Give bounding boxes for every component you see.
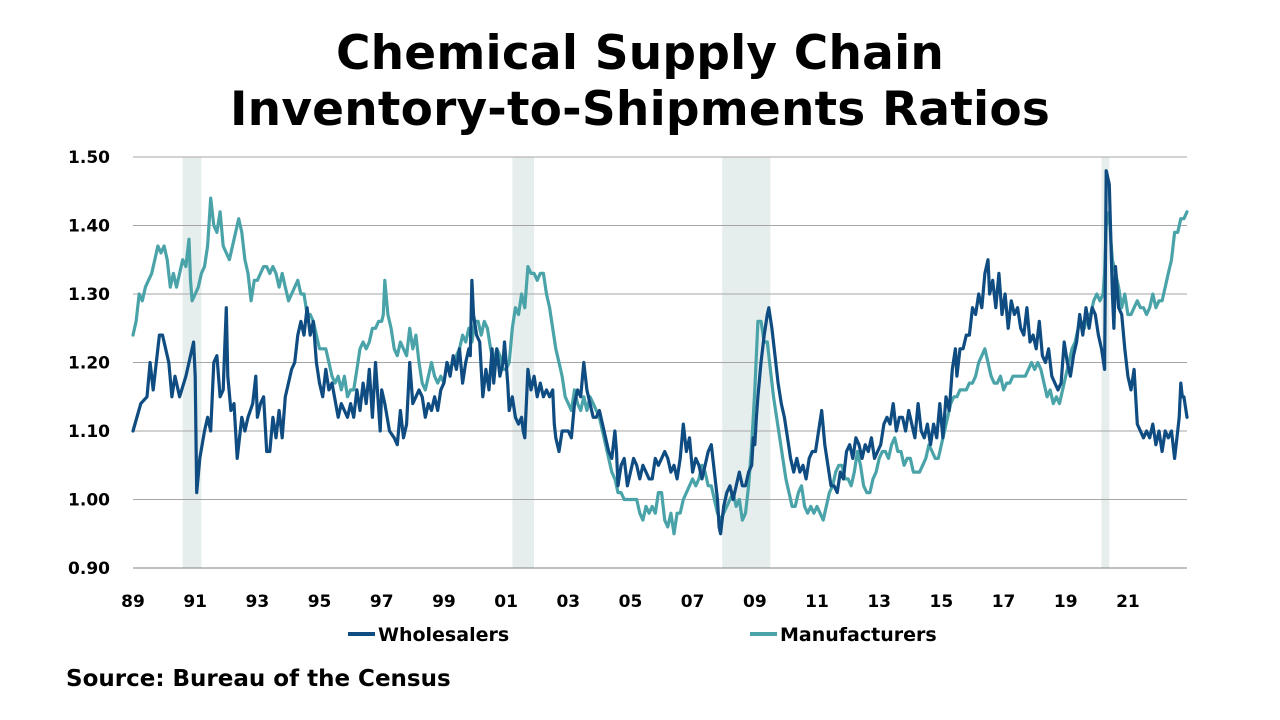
x-tick-label: 05	[619, 592, 643, 612]
y-tick-label: 1.10	[68, 422, 110, 442]
chart-title-line-1: Chemical Supply Chain	[335, 26, 945, 81]
x-tick-label: 11	[805, 592, 829, 612]
x-tick-label: 07	[681, 592, 705, 612]
x-tick-label: 15	[930, 592, 954, 612]
y-tick-label: 1.40	[68, 217, 110, 237]
x-tick-label: 89	[121, 592, 145, 612]
legend: Wholesalers Manufacturers	[348, 624, 937, 646]
x-tick-label: 17	[992, 592, 1016, 612]
y-axis-ticks: 0.90 1.00 1.10 1.20 1.30 1.40 1.50	[68, 148, 110, 579]
gridlines	[133, 156, 1187, 569]
y-tick-label: 0.90	[68, 559, 110, 579]
x-tick-label: 91	[183, 592, 207, 612]
x-tick-label: 13	[867, 592, 891, 612]
chart-title: Chemical Supply Chain Inventory-to-Shipm…	[0, 26, 1280, 138]
series-lines	[131, 169, 1189, 536]
chart-title-line-2: Inventory-to-Shipments Ratios	[230, 82, 1050, 137]
y-tick-label: 1.00	[68, 491, 110, 511]
x-axis-ticks: 89 91 93 95 97 99 01 03 05 07 09 11 13 15 17 19 21	[121, 592, 1140, 612]
legend-label-wholesalers: Wholesalers	[378, 624, 509, 646]
x-tick-label: 19	[1054, 592, 1078, 612]
x-tick-label: 93	[246, 592, 270, 612]
x-tick-label: 21	[1116, 592, 1140, 612]
y-tick-label: 1.30	[68, 285, 110, 305]
x-tick-label: 09	[743, 592, 767, 612]
x-tick-label: 97	[370, 592, 394, 612]
x-tick-label: 03	[556, 592, 580, 612]
series-line-manufacturers	[131, 196, 1189, 536]
y-tick-label: 1.20	[68, 354, 110, 374]
y-tick-label: 1.50	[68, 148, 110, 168]
x-tick-label: 99	[432, 592, 456, 612]
x-tick-label: 01	[494, 592, 518, 612]
series-line-wholesalers	[131, 169, 1189, 536]
x-tick-label: 95	[308, 592, 332, 612]
source-note: Source: Bureau of the Census	[66, 666, 451, 692]
legend-label-manufacturers: Manufacturers	[780, 624, 937, 646]
